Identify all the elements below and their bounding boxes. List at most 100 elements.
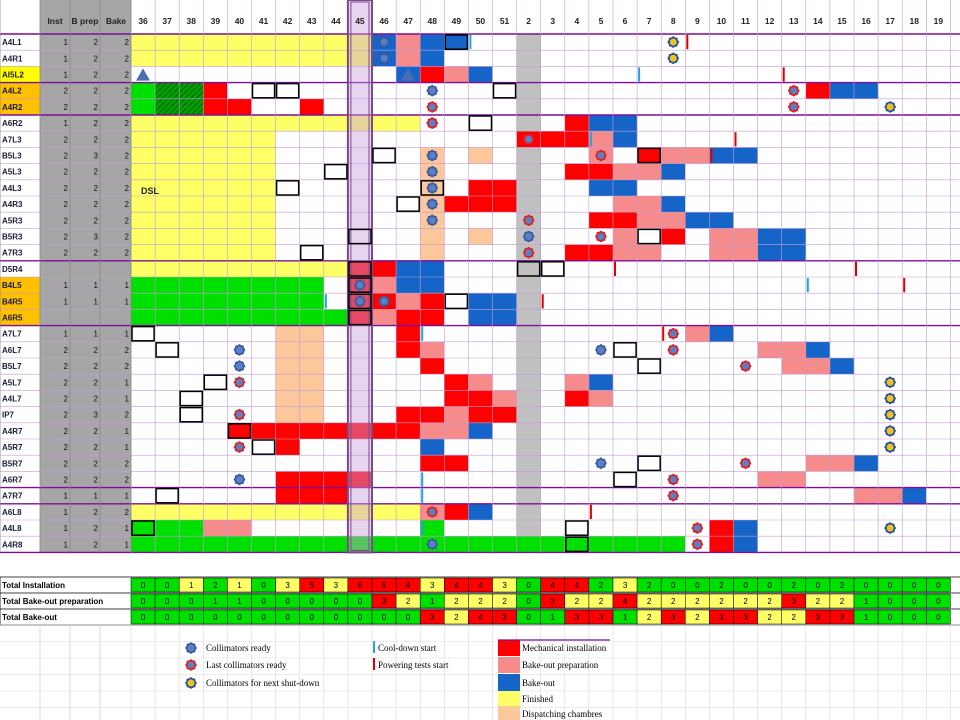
last-collimators-marker-tooth xyxy=(672,473,675,477)
schedule-cell-bakeout xyxy=(829,358,854,375)
total-value: 3 xyxy=(671,613,676,622)
row-bake-value: 2 xyxy=(125,249,130,258)
collimators-ready-marker-core xyxy=(380,54,388,62)
last-collimators-marker xyxy=(522,246,535,259)
next-shutdown-marker-tooth xyxy=(893,397,896,400)
collimators-ready-marker xyxy=(426,149,439,162)
last-collimators-marker-tooth xyxy=(672,499,675,502)
collimators-ready-marker-tooth xyxy=(382,45,386,48)
next-shutdown-marker-tooth xyxy=(675,44,678,47)
next-shutdown-marker-tooth xyxy=(892,449,895,452)
legend-powering-swatch xyxy=(373,658,375,670)
row-bprep-value: 2 xyxy=(94,184,99,193)
total-value: 0 xyxy=(526,613,531,622)
collimators-ready-marker-tooth xyxy=(362,280,365,284)
collimators-ready-marker-tooth xyxy=(427,167,431,170)
schedule-cell-mechanical xyxy=(275,471,348,488)
row-label: A4L2 xyxy=(2,87,22,96)
last-collimators-marker-tooth xyxy=(434,513,437,517)
collimators-ready-marker-tooth xyxy=(596,351,599,355)
row-bprep-value: 2 xyxy=(94,200,99,209)
last-collimators-marker-tooth xyxy=(234,384,238,387)
week-header-5: 5 xyxy=(599,16,604,26)
total-value: 2 xyxy=(695,597,700,606)
total-value: 1 xyxy=(864,613,869,622)
last-collimators-marker-tooth xyxy=(434,108,437,112)
collimators-ready-marker-tooth xyxy=(603,345,606,348)
collimators-ready-marker-tooth xyxy=(354,300,357,303)
powering-marker xyxy=(614,261,616,276)
schedule-cell-green xyxy=(420,520,445,537)
next-shutdown-marker-tooth xyxy=(892,377,895,381)
collimators-ready-marker-tooth xyxy=(358,304,362,308)
schedule-cell-finished xyxy=(131,260,348,277)
next-shutdown-marker-core xyxy=(886,103,894,111)
collimators-ready-marker-tooth xyxy=(435,186,439,190)
total-cell xyxy=(926,609,951,625)
outlined-cell xyxy=(516,261,541,277)
row-inst-value: 2 xyxy=(64,249,69,258)
last-collimators-marker-tooth xyxy=(603,238,606,241)
week-header-19: 19 xyxy=(934,16,944,26)
cooldown-marker xyxy=(638,67,641,82)
row-inst-value: 2 xyxy=(64,362,69,371)
collimators-ready-marker-tooth xyxy=(382,61,386,65)
last-collimators-marker-tooth xyxy=(604,154,607,157)
row-label: A4L1 xyxy=(2,38,22,47)
legend-finished-swatch xyxy=(498,691,520,706)
collimators-ready-marker-core xyxy=(235,475,244,484)
last-collimators-marker-tooth xyxy=(675,491,678,494)
next-shutdown-marker-tooth xyxy=(675,53,678,57)
next-shutdown-marker-tooth xyxy=(888,392,892,396)
next-shutdown-marker-tooth xyxy=(885,410,889,413)
collimators-ready-marker xyxy=(426,84,439,97)
legend-next-icon-tooth xyxy=(186,678,189,681)
last-collimators-marker xyxy=(522,133,535,146)
total-value: 4 xyxy=(454,581,459,590)
last-collimators-marker-tooth xyxy=(668,329,672,332)
powering-marker xyxy=(686,35,689,50)
legend-ready-icon-tooth xyxy=(185,646,188,650)
last-collimators-marker-tooth xyxy=(241,410,244,413)
last-collimators-marker-tooth xyxy=(596,151,599,154)
collimators-ready-marker-tooth xyxy=(434,539,437,543)
row-bake-value: 2 xyxy=(125,71,130,80)
last-collimators-marker-tooth xyxy=(527,133,530,136)
row-label: A4L8 xyxy=(2,524,22,533)
next-shutdown-marker-tooth xyxy=(885,377,889,381)
outlined-cell xyxy=(372,147,396,164)
schedule-cell-mechanical xyxy=(709,520,734,537)
outlined-cell xyxy=(227,423,252,439)
row-bprep-value: 2 xyxy=(94,71,99,80)
schedule-cell-bakeout_prep xyxy=(468,374,493,391)
legend-ready-icon-tooth xyxy=(193,643,196,646)
row-bake-value: 2 xyxy=(125,216,130,225)
week-header-2: 2 xyxy=(526,16,531,26)
total-value: 3 xyxy=(382,597,387,606)
next-shutdown-marker-tooth xyxy=(888,531,892,534)
total-value: 4 xyxy=(478,613,483,622)
outlined-cell xyxy=(299,244,324,261)
schedule-cell-bakeout xyxy=(733,536,758,553)
row-label: B5L7 xyxy=(2,362,22,371)
row-label-highlight xyxy=(0,277,40,294)
collimators-ready-marker-tooth xyxy=(434,189,437,193)
collimators-ready-marker-tooth xyxy=(599,353,603,356)
row-label-highlight xyxy=(0,98,40,115)
collimators-ready-marker-tooth xyxy=(241,361,244,365)
row-bprep-value: 1 xyxy=(94,281,99,290)
collimators-ready-marker-tooth xyxy=(527,230,530,234)
schedule-cell-mechanical xyxy=(420,293,445,310)
schedule-cell-dispatching xyxy=(420,244,445,261)
row-label: A5R7 xyxy=(2,443,23,452)
last-collimators-marker-tooth xyxy=(524,254,527,258)
last-collimators-marker-tooth xyxy=(795,86,799,89)
total-value: 6 xyxy=(358,581,363,590)
total-value: 2 xyxy=(599,597,604,606)
last-collimators-marker xyxy=(426,117,439,129)
collimators-ready-marker-tooth xyxy=(426,219,429,222)
collimators-ready-marker-tooth xyxy=(378,57,381,60)
collimators-ready-marker-tooth xyxy=(431,223,434,227)
last-collimators-marker-tooth xyxy=(238,385,241,389)
last-collimators-marker xyxy=(595,230,607,243)
